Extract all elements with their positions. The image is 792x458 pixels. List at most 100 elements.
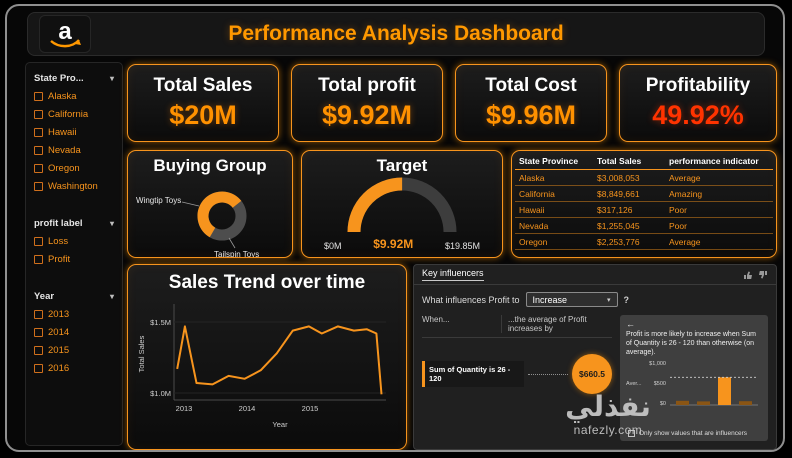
target-title: Target [376, 156, 428, 175]
influencer-detail-chart[interactable] [668, 361, 760, 407]
increase-dropdown[interactable]: Increase ▾ [525, 292, 618, 307]
target-gauge-chart[interactable] [302, 176, 502, 236]
slicer-item-loss[interactable]: Loss [34, 236, 114, 247]
cell-performance: Amazing [665, 185, 773, 202]
slicer-title: State Pro... [34, 73, 84, 84]
slicer-item-hawaii[interactable]: Hawaii [34, 127, 114, 138]
table-header-row: State Province Total Sales performance i… [515, 153, 773, 170]
checkbox-icon[interactable] [34, 146, 43, 155]
influencer-item[interactable]: Sum of Quantity is 26 - 120 [422, 360, 524, 388]
slicer-header-state-province[interactable]: State Pro... ▾ [34, 73, 114, 84]
sales-trend-title: Sales Trend over time [168, 272, 366, 293]
slicer-item-2015[interactable]: 2015 [34, 345, 114, 356]
target-card: Target $0M $9.92M $19.85M [301, 150, 503, 258]
slicer-item-label: Loss [48, 236, 69, 247]
gauge-value-label: $9.92M [373, 237, 414, 251]
sales-trend-chart[interactable]: $1.5M $1.0M Total Sales 2013 2014 2015 Y… [134, 294, 402, 440]
influencer-row: Sum of Quantity is 26 - 120 $660.5 [422, 354, 612, 394]
chevron-down-icon[interactable]: ▾ [109, 292, 114, 301]
amazon-a-icon: a [50, 18, 81, 48]
table-row[interactable]: Oregon $2,253,776 Average [515, 233, 773, 250]
only-influencers-checkbox[interactable]: Only show values that are influencers [628, 430, 747, 437]
slicer-header-profit-label[interactable]: profit label ▾ [34, 218, 114, 229]
checkbox-icon[interactable] [628, 430, 635, 437]
checkbox-icon[interactable] [34, 92, 43, 101]
slicer-item-alaska[interactable]: Alaska [34, 91, 114, 102]
influence-question-row: What influences Profit to Increase ▾ ? [414, 285, 776, 307]
influencer-detail-panel: ← Profit is more likely to increase when… [620, 315, 768, 441]
table-row[interactable]: Nevada $1,255,045 Poor [515, 217, 773, 234]
checkbox-icon[interactable] [34, 128, 43, 137]
cell-state: Alaska [515, 169, 593, 186]
tab-key-influencers[interactable]: Key influencers [422, 268, 484, 281]
amazon-logo: a [39, 15, 91, 53]
amazon-smile-icon [50, 39, 80, 48]
slicer-item-label: 2014 [48, 327, 70, 338]
donut-callout-line [228, 237, 236, 249]
checkbox-icon[interactable] [34, 255, 43, 264]
dotted-connector [528, 373, 568, 375]
slicer-item-2016[interactable]: 2016 [34, 363, 114, 374]
thumbs-down-icon[interactable] [758, 270, 768, 280]
buying-group-card: Buying Group Wingtip Toys Tailspin Toys [127, 150, 293, 258]
cell-performance: Average [665, 233, 773, 250]
chevron-down-icon[interactable]: ▾ [109, 219, 114, 228]
slicer-state-province: State Pro... ▾ Alaska California Hawaii … [34, 73, 114, 192]
slicer-item-profit[interactable]: Profit [34, 254, 114, 265]
buying-group-title: Buying Group [153, 156, 267, 175]
checkbox-icon[interactable] [34, 110, 43, 119]
column-header-performance[interactable]: performance indicator [665, 153, 773, 170]
checkbox-icon[interactable] [34, 328, 43, 337]
gauge-labels: $0M $9.92M $19.85M [302, 237, 502, 251]
donut-label-wingtip: Wingtip Toys [136, 196, 181, 205]
checkbox-icon[interactable] [34, 182, 43, 191]
table-row[interactable]: Hawaii $317,126 Poor [515, 201, 773, 218]
slicer-item-nevada[interactable]: Nevada [34, 145, 114, 156]
checkbox-icon[interactable] [34, 164, 43, 173]
slicer-title: profit label [34, 218, 83, 229]
cell-sales: $1,255,045 [593, 217, 665, 234]
chevron-down-icon[interactable]: ▾ [109, 74, 114, 83]
influencer-value: $660.5 [579, 369, 605, 379]
sales-trend-card: Sales Trend over time $1.5M $1.0M Total … [127, 264, 407, 450]
slicer-item-label: Profit [48, 254, 71, 265]
kpi-label: Total profit [318, 75, 416, 96]
cell-sales: $317,126 [593, 201, 665, 218]
nafezly-watermark: نفذلي nafezly.com [552, 391, 664, 437]
cell-sales: $8,849,661 [593, 185, 665, 202]
slicer-item-label: Oregon [48, 163, 80, 174]
checkbox-icon[interactable] [34, 237, 43, 246]
column-header-total-sales[interactable]: Total Sales [593, 153, 665, 170]
slicer-item-oregon[interactable]: Oregon [34, 163, 114, 174]
increase-column-header: ...the average of Profit increases by [508, 315, 587, 333]
column-header-state[interactable]: State Province [515, 153, 593, 170]
checkbox-icon[interactable] [34, 310, 43, 319]
kpi-label: Total Cost [485, 75, 577, 96]
dashboard-frame: Performance Analysis Dashboard a State P… [5, 4, 785, 452]
donut-segment-wingtip[interactable] [196, 190, 248, 242]
slicer-item-2013[interactable]: 2013 [34, 309, 114, 320]
back-arrow-icon[interactable]: ← [626, 319, 635, 329]
table-row[interactable]: Alaska $3,008,053 Average [515, 169, 773, 186]
slicer-item-2014[interactable]: 2014 [34, 327, 114, 338]
thumbs-up-icon[interactable] [743, 270, 753, 280]
slicer-item-washington[interactable]: Washington [34, 181, 114, 192]
cell-performance: Poor [665, 217, 773, 234]
gauge-max-label: $19.85M [444, 241, 480, 251]
help-icon[interactable]: ? [623, 294, 630, 305]
checkbox-icon[interactable] [34, 346, 43, 355]
kpi-label: Profitability [645, 75, 751, 96]
donut-label-tailspin: Tailspin Toys [214, 250, 259, 258]
slicer-title: Year [34, 291, 55, 302]
state-table-card: State Province Total Sales performance i… [511, 150, 777, 258]
slicer-header-year[interactable]: Year ▾ [34, 291, 114, 302]
kpi-profitability: Profitability 49.92% [619, 64, 777, 142]
slicer-item-california[interactable]: California [34, 109, 114, 120]
influencer-value-bubble[interactable]: $660.5 [572, 354, 612, 394]
cell-sales: $3,008,053 [593, 169, 665, 186]
buying-group-donut-chart[interactable]: Wingtip Toys Tailspin Toys [128, 176, 292, 258]
checkbox-icon[interactable] [34, 364, 43, 373]
influencers-list: When... ...the average of Profit increas… [422, 315, 612, 441]
cell-performance: Poor [665, 201, 773, 218]
table-row[interactable]: California $8,849,661 Amazing [515, 185, 773, 202]
